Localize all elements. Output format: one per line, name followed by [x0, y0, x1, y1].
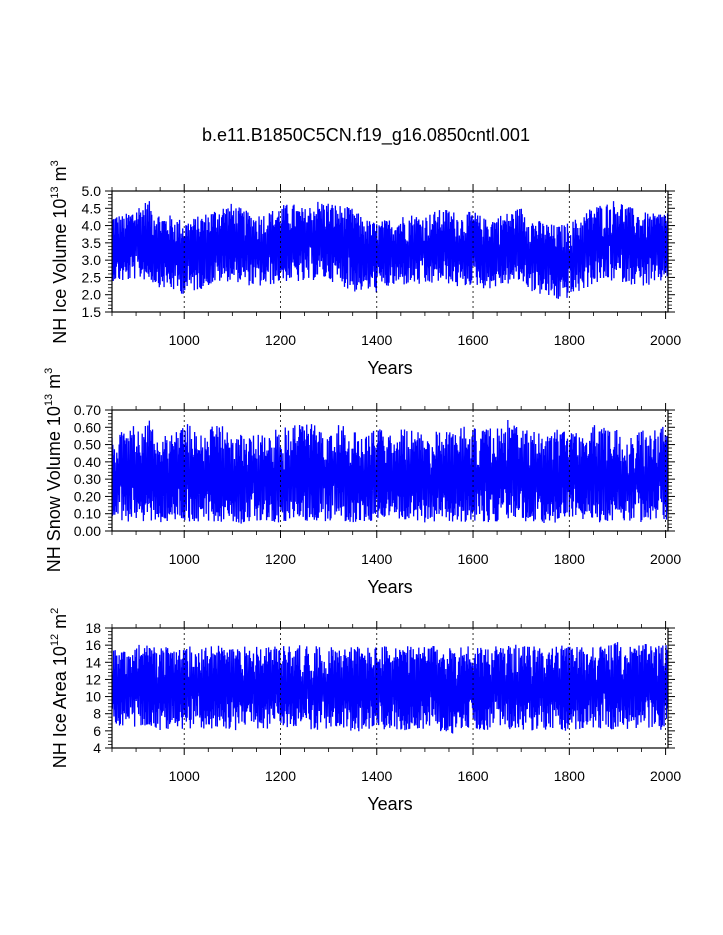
snow-volume-y-tick-label: 0.60 — [74, 419, 101, 435]
ice-area-y-tick-label: 6 — [93, 723, 101, 739]
figure-title: b.e11.B1850C5CN.f19_g16.0850cntl.001 — [202, 125, 530, 146]
ice-area-x-tick-label: 1800 — [554, 768, 585, 784]
ice-volume-x-tick-label: 1000 — [169, 332, 200, 348]
snow-volume-x-tick-label: 1400 — [361, 551, 392, 567]
snow-volume-y-tick-label: 0.20 — [74, 488, 101, 504]
snow-volume-y-tick-label: 0.10 — [74, 506, 101, 522]
snow-volume-y-axis-label-unit-exponent: 3 — [43, 368, 55, 374]
ice-volume-y-tick-label: 2.5 — [82, 269, 102, 285]
snow-volume-series-line — [112, 420, 668, 524]
ice-area-y-tick-label: 14 — [85, 654, 101, 670]
ice-volume-series-line — [112, 201, 668, 299]
ice-volume-x-tick-label: 1400 — [361, 332, 392, 348]
ice-volume-x-tick-label: 1800 — [554, 332, 585, 348]
ice-area-x-tick-label: 1600 — [457, 768, 488, 784]
ice-area-y-tick-label: 4 — [93, 740, 101, 756]
ice-volume-y-axis-label-unit: m — [50, 166, 70, 181]
ice-area-y-tick-label: 8 — [93, 706, 101, 722]
snow-volume-x-tick-label: 1000 — [169, 551, 200, 567]
panels: 1000 1200 1400 1600 1800 20001.52.02.53.03.54… — [43, 160, 681, 814]
ice-volume-y-tick-label: 4.5 — [82, 200, 102, 216]
ice-area-x-tick-label: 1200 — [265, 768, 296, 784]
ice-volume-y-tick-label: 1.5 — [82, 304, 102, 320]
snow-volume-x-tick-label: 1600 — [457, 551, 488, 567]
snow-volume-plot-frame — [111, 409, 669, 532]
ice-area-y-tick-label: 12 — [85, 671, 101, 687]
ice-area-y-tick-label: 18 — [85, 620, 101, 636]
snow-volume-y-tick-label: 0.00 — [74, 523, 101, 539]
snow-volume-y-tick-label: 0.50 — [74, 437, 101, 453]
ice-area-y-axis-label: NH Ice Area 1012 m2 — [49, 608, 70, 768]
ice-volume-y-axis-label-exponent: 13 — [49, 186, 61, 198]
ice-area-panel: 1000 1200 1400 1600 1800 20004681012141618Yea… — [49, 608, 681, 814]
snow-volume-y-tick-label: 0.30 — [74, 471, 101, 487]
ice-volume-y-tick-label: 5.0 — [82, 183, 102, 199]
ice-volume-plot-frame — [111, 190, 669, 313]
snow-volume-x-tick-label: 1200 — [265, 551, 296, 567]
ice-area-y-axis-label-unit-exponent: 2 — [49, 608, 61, 614]
snow-volume-panel: 1000 1200 1400 1600 1800 2000 0.000.10 0.200.30… — [43, 368, 681, 597]
snow-volume-y-axis-label: NH Snow Volume 1013 m3 — [43, 368, 64, 572]
ice-area-y-axis-label-text: NH Ice Area 10 — [50, 646, 70, 768]
ice-area-x-tick-label: 1000 — [169, 768, 200, 784]
ice-area-x-tick-label: 1400 — [361, 768, 392, 784]
snow-volume-y-tick-label: 0.70 — [74, 402, 101, 418]
ice-volume-y-tick-label: 3.0 — [82, 252, 102, 268]
ice-area-x-tick-label: 2000 — [650, 768, 681, 784]
ice-area-x-axis-label: Years — [367, 794, 412, 814]
snow-volume-y-axis-label-unit: m — [44, 374, 64, 389]
snow-volume-x-tick-label: 1800 — [554, 551, 585, 567]
ice-area-y-tick-label: 10 — [85, 689, 101, 705]
ice-volume-x-tick-label: 2000 — [650, 332, 681, 348]
snow-volume-y-tick-label: 0.40 — [74, 454, 101, 470]
snow-volume-y-axis-label-exponent: 13 — [43, 394, 55, 406]
ice-area-y-axis-label-unit: m — [50, 614, 70, 629]
ice-volume-x-tick-label: 1200 — [265, 332, 296, 348]
snow-volume-x-axis-label: Years — [367, 577, 412, 597]
ice-volume-y-axis-label-unit-exponent: 3 — [49, 160, 61, 166]
ice-area-y-tick-label: 16 — [85, 637, 101, 653]
ice-volume-y-axis-label-text: NH Ice Volume 10 — [50, 199, 70, 344]
ice-volume-y-tick-label: 3.5 — [82, 235, 102, 251]
ice-volume-y-tick-label: 4.0 — [82, 218, 102, 234]
snow-volume-y-axis-label-text: NH Snow Volume 10 — [44, 406, 64, 572]
ice-volume-x-tick-label: 1600 — [457, 332, 488, 348]
ice-volume-y-tick-label: 2.0 — [82, 287, 102, 303]
snow-volume-x-tick-label: 2000 — [650, 551, 681, 567]
ice-volume-panel: 1000 1200 1400 1600 1800 20001.52.02.53.03.54… — [49, 160, 681, 378]
ice-volume-y-axis-label: NH Ice Volume 1013 m3 — [49, 160, 70, 343]
ice-area-series-line — [112, 642, 668, 734]
ice-volume-x-axis-label: Years — [367, 358, 412, 378]
ice-area-y-axis-label-exponent: 12 — [49, 634, 61, 646]
ice-area-plot-frame — [111, 627, 669, 749]
